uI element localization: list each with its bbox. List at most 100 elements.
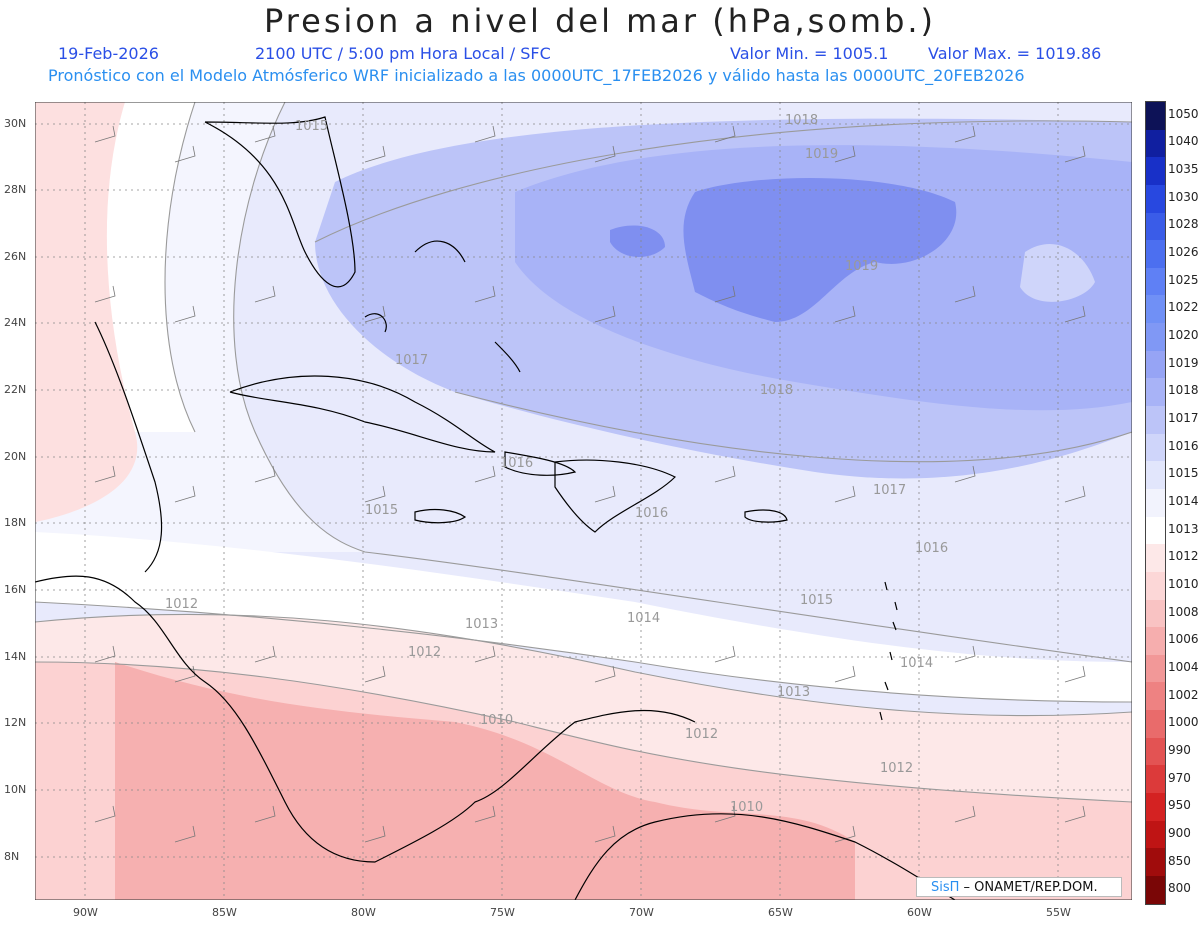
contour-label: 1012 bbox=[685, 727, 718, 742]
lon-label: 65W bbox=[768, 906, 793, 919]
legend-label: 1050 bbox=[1168, 106, 1199, 121]
lat-label: 10N bbox=[4, 783, 27, 796]
credit-box: SisΠ – ONAMET/REP.DOM. bbox=[916, 877, 1122, 897]
legend-label: 1022 bbox=[1168, 300, 1199, 315]
legend-label: 850 bbox=[1168, 853, 1191, 868]
legend-swatch bbox=[1146, 820, 1165, 849]
legend-swatch bbox=[1146, 875, 1165, 904]
page-title: Presion a nivel del mar (hPa,somb.) bbox=[263, 2, 937, 40]
legend-swatch bbox=[1146, 433, 1165, 462]
legend-swatch bbox=[1146, 406, 1165, 434]
legend-swatch bbox=[1146, 267, 1165, 296]
legend-label: 1000 bbox=[1168, 715, 1199, 730]
legend-swatch bbox=[1146, 710, 1165, 738]
contour-label: 1019 bbox=[805, 147, 838, 162]
legend-swatch bbox=[1146, 737, 1165, 766]
lat-label: 28N bbox=[4, 183, 27, 196]
legend-label: 1028 bbox=[1168, 217, 1199, 232]
legend-label: 1035 bbox=[1168, 162, 1199, 177]
legend-label: 1014 bbox=[1168, 494, 1199, 508]
legend-label: 1012 bbox=[1168, 549, 1199, 564]
credit-text: – ONAMET/REP.DOM. bbox=[959, 880, 1098, 895]
color-legend bbox=[1145, 101, 1166, 905]
contour-label: 1016 bbox=[635, 506, 668, 521]
lon-label: 80W bbox=[351, 906, 376, 919]
legend-label: 1004 bbox=[1168, 659, 1199, 674]
legend-label: 970 bbox=[1168, 770, 1191, 785]
contour-label: 1015 bbox=[295, 119, 328, 134]
legend-swatch bbox=[1146, 461, 1165, 489]
legend-label: 1026 bbox=[1168, 245, 1199, 260]
contour-label: 1017 bbox=[395, 353, 428, 368]
max-value: Valor Max. = 1019.86 bbox=[928, 44, 1102, 63]
contour-label: 1017 bbox=[873, 483, 906, 498]
contour-label: 1014 bbox=[900, 656, 933, 671]
legend-label: 1017 bbox=[1168, 411, 1199, 426]
legend-label: 1006 bbox=[1168, 632, 1199, 647]
lat-label: 18N bbox=[4, 516, 27, 529]
legend-label: 1002 bbox=[1168, 687, 1199, 702]
contour-label: 1018 bbox=[760, 383, 793, 398]
legend-swatch bbox=[1146, 682, 1165, 711]
contour-label: 1016 bbox=[915, 541, 948, 556]
contour-label: 1013 bbox=[777, 685, 810, 700]
legend-swatch bbox=[1146, 129, 1165, 158]
contour-label: 1012 bbox=[880, 761, 913, 776]
legend-label: 1030 bbox=[1168, 189, 1199, 204]
legend-swatch bbox=[1146, 157, 1165, 185]
pressure-map: 1015 1018 1019 1019 1017 1018 1016 1015 … bbox=[35, 102, 1132, 900]
legend-swatch bbox=[1146, 102, 1165, 130]
legend-label: 1008 bbox=[1168, 604, 1199, 619]
legend-swatch bbox=[1146, 323, 1165, 351]
contour-label: 1010 bbox=[730, 800, 763, 815]
contour-label: 1016 bbox=[500, 456, 533, 471]
legend-label: 1010 bbox=[1168, 576, 1199, 591]
legend-swatch bbox=[1146, 240, 1165, 268]
legend-label: 1020 bbox=[1168, 328, 1199, 343]
model-info: Pronóstico con el Modelo Atmósferico WRF… bbox=[48, 66, 1025, 85]
legend-label: 1016 bbox=[1168, 438, 1199, 453]
legend-label: 1040 bbox=[1168, 134, 1199, 149]
contour-label: 1018 bbox=[785, 113, 818, 128]
legend-swatch bbox=[1146, 627, 1165, 655]
legend-swatch bbox=[1146, 378, 1165, 407]
legend-label: 950 bbox=[1168, 798, 1191, 813]
legend-swatch bbox=[1146, 212, 1165, 241]
contour-label: 1013 bbox=[465, 617, 498, 632]
forecast-date: 19-Feb-2026 bbox=[58, 44, 159, 63]
legend-label: 1019 bbox=[1168, 355, 1199, 370]
legend-swatch bbox=[1146, 488, 1165, 517]
lat-label: 8N bbox=[4, 850, 20, 863]
lat-label: 24N bbox=[4, 316, 27, 329]
min-value: Valor Min. = 1005.1 bbox=[730, 44, 889, 63]
contour-label: 1015 bbox=[365, 503, 398, 518]
lat-label: 22N bbox=[4, 383, 27, 396]
lon-label: 70W bbox=[629, 906, 654, 919]
legend-swatch bbox=[1146, 184, 1165, 213]
legend-label: 900 bbox=[1168, 825, 1191, 840]
legend-label: 1018 bbox=[1168, 383, 1199, 398]
lat-label: 16N bbox=[4, 583, 27, 596]
lat-label: 26N bbox=[4, 250, 27, 263]
legend-swatch bbox=[1146, 654, 1165, 683]
lon-label: 90W bbox=[73, 906, 98, 919]
lat-label: 30N bbox=[4, 117, 27, 130]
legend-swatch bbox=[1146, 350, 1165, 379]
legend-swatch bbox=[1146, 295, 1165, 324]
legend-label: 1025 bbox=[1168, 272, 1199, 287]
contour-label: 1012 bbox=[408, 645, 441, 660]
contour-label: 1012 bbox=[165, 597, 198, 612]
legend-label: 1013 bbox=[1168, 521, 1199, 536]
legend-swatch bbox=[1146, 793, 1165, 821]
lat-label: 14N bbox=[4, 650, 27, 663]
lon-label: 60W bbox=[907, 906, 932, 919]
contour-label: 1019 bbox=[845, 259, 878, 274]
legend-swatch bbox=[1146, 544, 1165, 572]
lon-label: 75W bbox=[490, 906, 515, 919]
brand-logo-text: SisΠ bbox=[931, 880, 960, 895]
legend-swatch bbox=[1146, 516, 1165, 545]
contour-label: 1014 bbox=[627, 611, 660, 626]
contour-label: 1015 bbox=[800, 593, 833, 608]
lon-label: 55W bbox=[1046, 906, 1071, 919]
lat-label: 12N bbox=[4, 716, 27, 729]
